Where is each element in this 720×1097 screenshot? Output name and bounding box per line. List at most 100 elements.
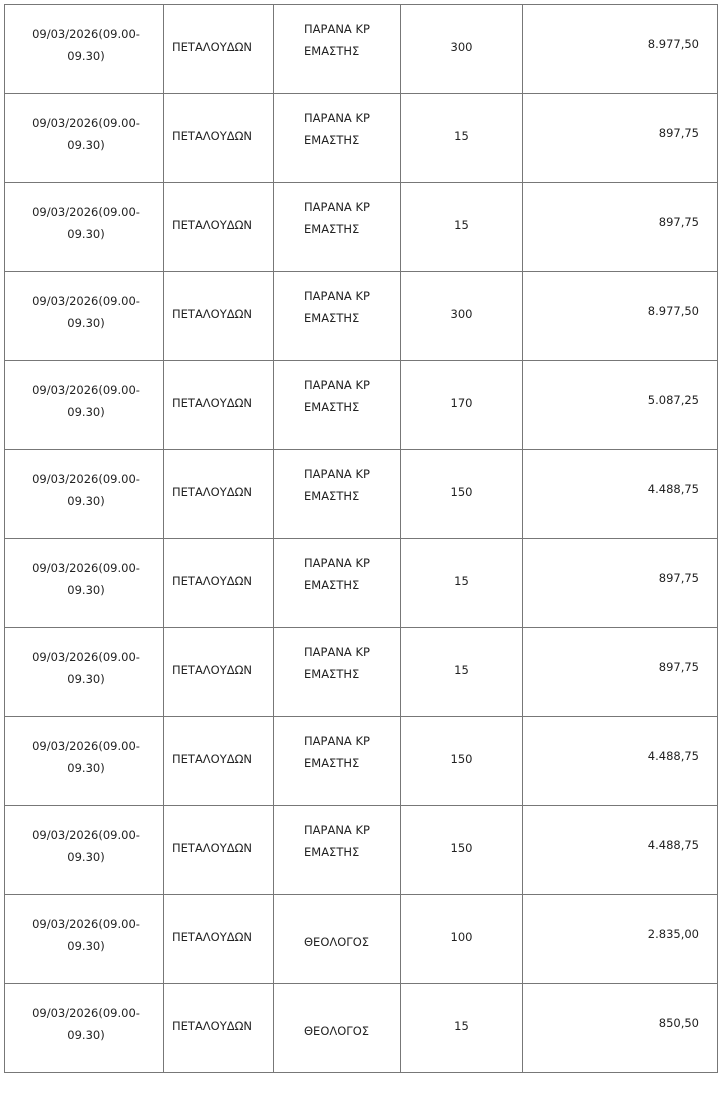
date-cell-text: 09/03/2026(09.00-09.30) bbox=[32, 739, 140, 775]
date-cell-text: 09/03/2026(09.00-09.30) bbox=[32, 561, 140, 597]
quantity-cell: 150 bbox=[400, 805, 523, 895]
area-cell: ΘΕΟΛΟΓΟΣ bbox=[273, 983, 401, 1073]
area-cell: ΠΑΡΑΝΑ ΚΡΕΜΑΣΤΗΣ bbox=[273, 627, 401, 717]
date-cell-text: 09/03/2026(09.00-09.30) bbox=[32, 294, 140, 330]
table-row: 09/03/2026(09.00-09.30) ΠΕΤΑΛΟΥΔΩΝ ΠΑΡΑΝΑ … bbox=[4, 627, 718, 717]
amount-cell-text: 4.488,75 bbox=[647, 482, 699, 496]
amount-cell: 4.488,75 bbox=[522, 805, 718, 895]
area-cell-text: ΠΑΡΑΝΑ ΚΡΕΜΑΣΤΗΣ bbox=[304, 111, 370, 147]
area-cell-text: ΠΑΡΑΝΑ ΚΡΕΜΑΣΤΗΣ bbox=[304, 289, 370, 325]
area-cell-text: ΠΑΡΑΝΑ ΚΡΕΜΑΣΤΗΣ bbox=[304, 556, 370, 592]
table-row: 09/03/2026(09.00-09.30) ΠΕΤΑΛΟΥΔΩΝ ΠΑΡΑΝΑ … bbox=[4, 805, 718, 895]
street-cell-text: ΠΕΤΑΛΟΥΔΩΝ bbox=[172, 752, 253, 766]
area-cell-text: ΠΑΡΑΝΑ ΚΡΕΜΑΣΤΗΣ bbox=[304, 645, 370, 681]
date-cell: 09/03/2026(09.00-09.30) bbox=[4, 627, 164, 717]
area-cell-text: ΘΕΟΛΟΓΟΣ bbox=[304, 1024, 370, 1038]
date-cell-text: 09/03/2026(09.00-09.30) bbox=[32, 828, 140, 864]
amount-cell-text: 2.835,00 bbox=[647, 927, 699, 941]
quantity-cell: 15 bbox=[400, 983, 523, 1073]
area-cell: ΠΑΡΑΝΑ ΚΡΕΜΑΣΤΗΣ bbox=[273, 93, 401, 183]
street-cell: ΠΕΤΑΛΟΥΔΩΝ bbox=[163, 182, 274, 272]
street-cell: ΠΕΤΑΛΟΥΔΩΝ bbox=[163, 627, 274, 717]
street-cell-text: ΠΕΤΑΛΟΥΔΩΝ bbox=[172, 841, 253, 855]
quantity-cell-text: 15 bbox=[454, 663, 469, 677]
street-cell-text: ΠΕΤΑΛΟΥΔΩΝ bbox=[172, 129, 253, 143]
area-cell: ΠΑΡΑΝΑ ΚΡΕΜΑΣΤΗΣ bbox=[273, 449, 401, 539]
amount-cell: 4.488,75 bbox=[522, 449, 718, 539]
table-row: 09/03/2026(09.00-09.30) ΠΕΤΑΛΟΥΔΩΝ ΘΕΟΛΟΓΟ… bbox=[4, 894, 718, 984]
table-row: 09/03/2026(09.00-09.30) ΠΕΤΑΛΟΥΔΩΝ ΠΑΡΑΝΑ … bbox=[4, 538, 718, 628]
street-cell-text: ΠΕΤΑΛΟΥΔΩΝ bbox=[172, 396, 253, 410]
quantity-cell: 15 bbox=[400, 93, 523, 183]
date-cell-text: 09/03/2026(09.00-09.30) bbox=[32, 917, 140, 953]
amount-cell: 8.977,50 bbox=[522, 271, 718, 361]
area-cell: ΠΑΡΑΝΑ ΚΡΕΜΑΣΤΗΣ bbox=[273, 182, 401, 272]
street-cell-text: ΠΕΤΑΛΟΥΔΩΝ bbox=[172, 40, 253, 54]
quantity-cell: 100 bbox=[400, 894, 523, 984]
amount-cell-text: 897,75 bbox=[658, 571, 699, 585]
amount-cell: 897,75 bbox=[522, 93, 718, 183]
table-row: 09/03/2026(09.00-09.30) ΠΕΤΑΛΟΥΔΩΝ ΠΑΡΑΝΑ … bbox=[4, 182, 718, 272]
amount-cell: 897,75 bbox=[522, 627, 718, 717]
street-cell: ΠΕΤΑΛΟΥΔΩΝ bbox=[163, 93, 274, 183]
quantity-cell: 15 bbox=[400, 627, 523, 717]
quantity-cell-text: 150 bbox=[450, 752, 473, 766]
quantity-cell-text: 15 bbox=[454, 574, 469, 588]
table-row: 09/03/2026(09.00-09.30) ΠΕΤΑΛΟΥΔΩΝ ΠΑΡΑΝΑ … bbox=[4, 4, 718, 94]
area-cell: ΠΑΡΑΝΑ ΚΡΕΜΑΣΤΗΣ bbox=[273, 716, 401, 806]
area-cell-text: ΠΑΡΑΝΑ ΚΡΕΜΑΣΤΗΣ bbox=[304, 823, 370, 859]
quantity-cell-text: 15 bbox=[454, 129, 469, 143]
area-cell-text: ΠΑΡΑΝΑ ΚΡΕΜΑΣΤΗΣ bbox=[304, 467, 370, 503]
quantity-cell: 15 bbox=[400, 538, 523, 628]
date-cell: 09/03/2026(09.00-09.30) bbox=[4, 716, 164, 806]
area-cell-text: ΠΑΡΑΝΑ ΚΡΕΜΑΣΤΗΣ bbox=[304, 378, 370, 414]
date-cell: 09/03/2026(09.00-09.30) bbox=[4, 271, 164, 361]
quantity-cell: 300 bbox=[400, 271, 523, 361]
data-table: 09/03/2026(09.00-09.30) ΠΕΤΑΛΟΥΔΩΝ ΠΑΡΑΝΑ … bbox=[4, 4, 718, 1073]
quantity-cell-text: 150 bbox=[450, 841, 473, 855]
date-cell-text: 09/03/2026(09.00-09.30) bbox=[32, 472, 140, 508]
street-cell-text: ΠΕΤΑΛΟΥΔΩΝ bbox=[172, 574, 253, 588]
date-cell: 09/03/2026(09.00-09.30) bbox=[4, 805, 164, 895]
amount-cell-text: 850,50 bbox=[658, 1016, 699, 1030]
area-cell-text: ΠΑΡΑΝΑ ΚΡΕΜΑΣΤΗΣ bbox=[304, 734, 370, 770]
amount-cell: 8.977,50 bbox=[522, 4, 718, 94]
table-row: 09/03/2026(09.00-09.30) ΠΕΤΑΛΟΥΔΩΝ ΠΑΡΑΝΑ … bbox=[4, 360, 718, 450]
area-cell-text: ΘΕΟΛΟΓΟΣ bbox=[304, 935, 370, 949]
street-cell: ΠΕΤΑΛΟΥΔΩΝ bbox=[163, 449, 274, 539]
area-cell: ΠΑΡΑΝΑ ΚΡΕΜΑΣΤΗΣ bbox=[273, 271, 401, 361]
street-cell: ΠΕΤΑΛΟΥΔΩΝ bbox=[163, 983, 274, 1073]
street-cell-text: ΠΕΤΑΛΟΥΔΩΝ bbox=[172, 930, 253, 944]
date-cell-text: 09/03/2026(09.00-09.30) bbox=[32, 27, 140, 63]
area-cell: ΠΑΡΑΝΑ ΚΡΕΜΑΣΤΗΣ bbox=[273, 538, 401, 628]
date-cell: 09/03/2026(09.00-09.30) bbox=[4, 93, 164, 183]
quantity-cell-text: 15 bbox=[454, 1019, 469, 1033]
quantity-cell: 15 bbox=[400, 182, 523, 272]
date-cell: 09/03/2026(09.00-09.30) bbox=[4, 4, 164, 94]
table-row: 09/03/2026(09.00-09.30) ΠΕΤΑΛΟΥΔΩΝ ΠΑΡΑΝΑ … bbox=[4, 271, 718, 361]
amount-cell-text: 8.977,50 bbox=[647, 37, 699, 51]
date-cell-text: 09/03/2026(09.00-09.30) bbox=[32, 1006, 140, 1042]
amount-cell-text: 897,75 bbox=[658, 660, 699, 674]
table-row: 09/03/2026(09.00-09.30) ΠΕΤΑΛΟΥΔΩΝ ΠΑΡΑΝΑ … bbox=[4, 716, 718, 806]
area-cell: ΠΑΡΑΝΑ ΚΡΕΜΑΣΤΗΣ bbox=[273, 805, 401, 895]
date-cell-text: 09/03/2026(09.00-09.30) bbox=[32, 650, 140, 686]
street-cell-text: ΠΕΤΑΛΟΥΔΩΝ bbox=[172, 1019, 253, 1033]
amount-cell-text: 4.488,75 bbox=[647, 749, 699, 763]
date-cell: 09/03/2026(09.00-09.30) bbox=[4, 894, 164, 984]
date-cell: 09/03/2026(09.00-09.30) bbox=[4, 182, 164, 272]
amount-cell: 5.087,25 bbox=[522, 360, 718, 450]
street-cell: ΠΕΤΑΛΟΥΔΩΝ bbox=[163, 271, 274, 361]
date-cell-text: 09/03/2026(09.00-09.30) bbox=[32, 116, 140, 152]
quantity-cell-text: 100 bbox=[450, 930, 473, 944]
amount-cell-text: 5.087,25 bbox=[647, 393, 699, 407]
street-cell: ΠΕΤΑΛΟΥΔΩΝ bbox=[163, 716, 274, 806]
area-cell: ΠΑΡΑΝΑ ΚΡΕΜΑΣΤΗΣ bbox=[273, 4, 401, 94]
date-cell: 09/03/2026(09.00-09.30) bbox=[4, 538, 164, 628]
table-row: 09/03/2026(09.00-09.30) ΠΕΤΑΛΟΥΔΩΝ ΠΑΡΑΝΑ … bbox=[4, 93, 718, 183]
quantity-cell: 150 bbox=[400, 716, 523, 806]
street-cell: ΠΕΤΑΛΟΥΔΩΝ bbox=[163, 894, 274, 984]
quantity-cell-text: 170 bbox=[450, 396, 473, 410]
amount-cell-text: 4.488,75 bbox=[647, 838, 699, 852]
amount-cell: 897,75 bbox=[522, 182, 718, 272]
